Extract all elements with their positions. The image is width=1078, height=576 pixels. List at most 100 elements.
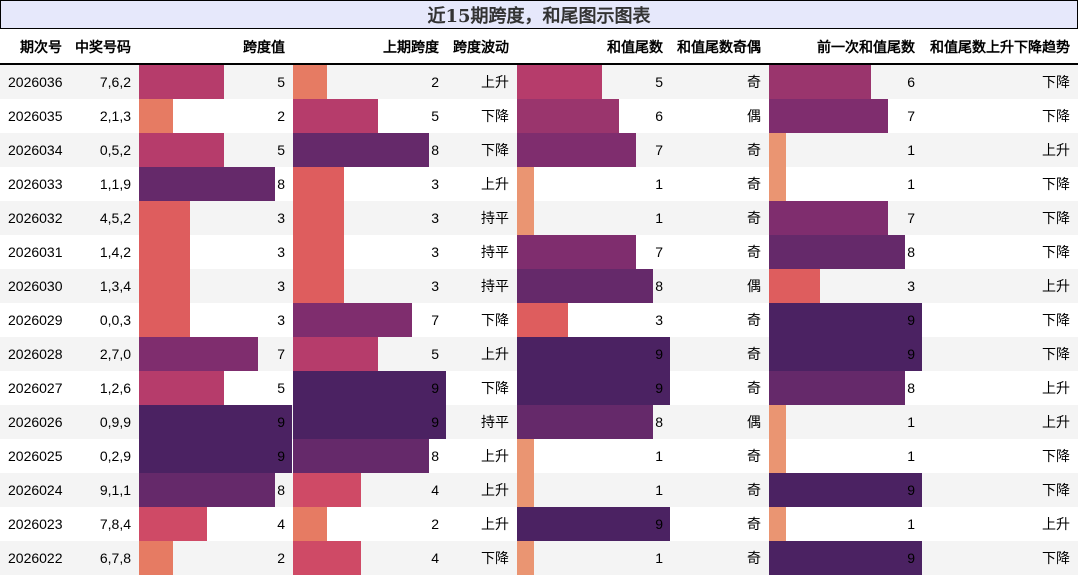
span-cell: 3 xyxy=(139,235,293,269)
span-trend-cell: 上升 xyxy=(447,439,517,473)
span-cell: 5 xyxy=(139,371,293,405)
issue-cell: 2026022 xyxy=(0,541,70,575)
sum-tail-cell: 7 xyxy=(517,133,671,167)
span-trend-cell: 上升 xyxy=(447,337,517,371)
table-row: 2026026 0,9,9 9 9 持平 8 偶 1 上升 xyxy=(0,405,1078,439)
prev-sum-tail-bar xyxy=(769,507,786,541)
span-bar xyxy=(139,133,224,167)
prev-sum-tail-cell: 3 xyxy=(769,269,923,303)
span-bar xyxy=(139,201,190,235)
prev-span-value: 8 xyxy=(431,448,439,464)
numbers-cell: 9,1,1 xyxy=(70,473,139,507)
sum-tail-cell: 1 xyxy=(517,167,671,201)
sum-tail-cell: 9 xyxy=(517,371,671,405)
prev-sum-tail-cell: 7 xyxy=(769,99,923,133)
prev-sum-tail-value: 1 xyxy=(907,448,915,464)
span-trend-cell: 持平 xyxy=(447,235,517,269)
prev-span-value: 3 xyxy=(431,278,439,294)
prev-span-bar xyxy=(293,405,446,439)
issue-cell: 2026035 xyxy=(0,99,70,133)
prev-span-bar xyxy=(293,269,344,303)
sum-tail-bar xyxy=(517,235,636,269)
issue-cell: 2026028 xyxy=(0,337,70,371)
parity-cell: 奇 xyxy=(671,473,769,507)
prev-span-cell: 3 xyxy=(293,201,447,235)
header-sum-tail[interactable]: 和值尾数 xyxy=(517,31,671,65)
span-trend-cell: 下降 xyxy=(447,133,517,167)
span-trend-cell: 下降 xyxy=(447,371,517,405)
prev-span-value: 3 xyxy=(431,176,439,192)
span-cell: 5 xyxy=(139,64,293,99)
span-bar xyxy=(139,235,190,269)
sum-tail-cell: 9 xyxy=(517,507,671,541)
prev-span-cell: 3 xyxy=(293,167,447,201)
prev-sum-tail-bar xyxy=(769,303,922,337)
prev-sum-tail-cell: 1 xyxy=(769,167,923,201)
numbers-cell: 0,9,9 xyxy=(70,405,139,439)
prev-sum-tail-bar xyxy=(769,473,922,507)
prev-sum-tail-bar xyxy=(769,65,871,99)
span-value: 4 xyxy=(277,516,285,532)
numbers-cell: 1,4,2 xyxy=(70,235,139,269)
issue-cell: 2026024 xyxy=(0,473,70,507)
sum-tail-bar xyxy=(517,371,670,405)
sum-tail-bar xyxy=(517,541,534,575)
sum-tail-cell: 8 xyxy=(517,405,671,439)
sum-tail-value: 8 xyxy=(655,278,663,294)
prev-sum-tail-cell: 9 xyxy=(769,473,923,507)
prev-sum-tail-value: 1 xyxy=(907,414,915,430)
parity-cell: 奇 xyxy=(671,507,769,541)
issue-cell: 2026036 xyxy=(0,64,70,99)
prev-span-value: 9 xyxy=(431,380,439,396)
prev-sum-tail-value: 8 xyxy=(907,244,915,260)
prev-span-cell: 3 xyxy=(293,235,447,269)
span-trend-cell: 持平 xyxy=(447,405,517,439)
table-row: 2026025 0,2,9 9 8 上升 1 奇 1 下降 xyxy=(0,439,1078,473)
prev-span-cell: 3 xyxy=(293,269,447,303)
table-row: 2026028 2,7,0 7 5 上升 9 奇 9 下降 xyxy=(0,337,1078,371)
prev-sum-tail-cell: 8 xyxy=(769,371,923,405)
header-prev-span[interactable]: 上期跨度 xyxy=(293,31,447,65)
numbers-cell: 6,7,8 xyxy=(70,541,139,575)
sum-tail-value: 1 xyxy=(655,550,663,566)
table-title: 近15期跨度，和尾图示图表 xyxy=(427,5,651,27)
prev-span-cell: 4 xyxy=(293,541,447,575)
prev-sum-tail-cell: 8 xyxy=(769,235,923,269)
span-cell: 3 xyxy=(139,201,293,235)
header-tail-trend[interactable]: 和值尾数上升下降趋势 xyxy=(923,31,1078,65)
table-row: 2026031 1,4,2 3 3 持平 7 奇 8 下降 xyxy=(0,235,1078,269)
header-numbers[interactable]: 中奖号码 xyxy=(70,31,139,65)
header-parity[interactable]: 和值尾数奇偶 xyxy=(671,31,769,65)
prev-span-bar xyxy=(293,507,327,541)
tail-trend-cell: 上升 xyxy=(923,405,1078,439)
prev-sum-tail-value: 9 xyxy=(907,550,915,566)
header-prev-sum-tail[interactable]: 前一次和值尾数 xyxy=(769,31,923,65)
prev-span-value: 5 xyxy=(431,108,439,124)
span-cell: 8 xyxy=(139,473,293,507)
sum-tail-cell: 1 xyxy=(517,201,671,235)
prev-sum-tail-bar xyxy=(769,99,888,133)
prev-sum-tail-bar xyxy=(769,371,905,405)
header-span[interactable]: 跨度值 xyxy=(139,31,293,65)
prev-sum-tail-bar xyxy=(769,133,786,167)
prev-sum-tail-value: 7 xyxy=(907,210,915,226)
prev-span-value: 8 xyxy=(431,142,439,158)
prev-span-cell: 9 xyxy=(293,405,447,439)
tail-trend-cell: 下降 xyxy=(923,439,1078,473)
prev-sum-tail-cell: 9 xyxy=(769,337,923,371)
sum-tail-cell: 1 xyxy=(517,473,671,507)
prev-sum-tail-value: 9 xyxy=(907,346,915,362)
tail-trend-cell: 下降 xyxy=(923,303,1078,337)
span-bar xyxy=(139,167,275,201)
prev-sum-tail-bar xyxy=(769,541,922,575)
issue-cell: 2026034 xyxy=(0,133,70,167)
header-issue[interactable]: 期次号 xyxy=(0,31,70,65)
tail-trend-cell: 上升 xyxy=(923,133,1078,167)
table-row: 2026034 0,5,2 5 8 下降 7 奇 1 上升 xyxy=(0,133,1078,167)
numbers-cell: 2,1,3 xyxy=(70,99,139,133)
issue-cell: 2026023 xyxy=(0,507,70,541)
span-trend-cell: 持平 xyxy=(447,201,517,235)
header-span-trend[interactable]: 跨度波动 xyxy=(447,31,517,65)
span-sum-tail-table: 期次号 中奖号码 跨度值 上期跨度 跨度波动 和值尾数 和值尾数奇偶 前一次和值… xyxy=(0,31,1078,575)
prev-span-value: 3 xyxy=(431,244,439,260)
